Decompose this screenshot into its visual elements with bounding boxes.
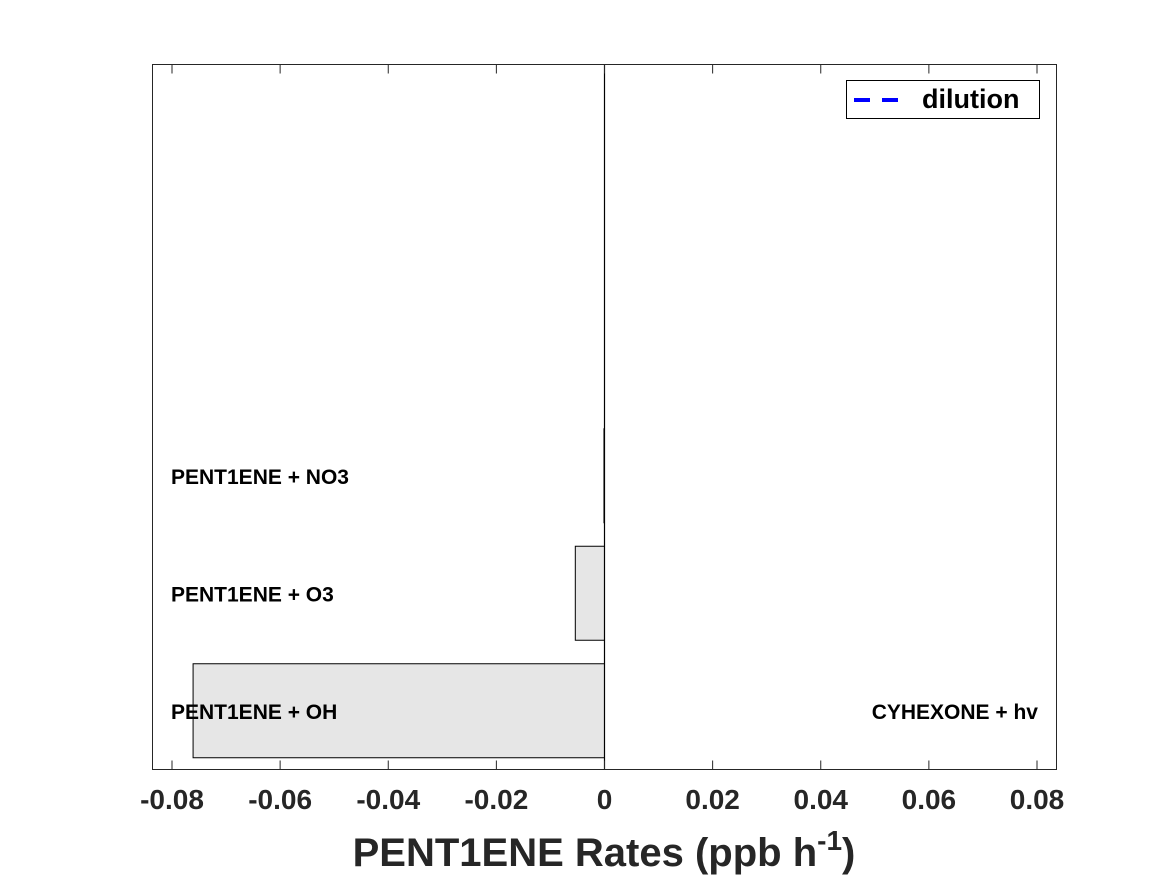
x-tick-label: 0.02	[685, 784, 740, 815]
x-ticks-group: -0.08 -0.06 -0.04 -0.02 0 0.02 0.04 0.06 0.08	[140, 64, 1065, 815]
x-tick-label: -0.06	[248, 784, 312, 815]
legend-box	[846, 80, 1040, 119]
legend-dilution-label: dilution	[922, 84, 1019, 114]
x-tick-label: 0	[597, 784, 613, 815]
bar-label-negative: PENT1ENE + OH	[171, 701, 337, 724]
x-tick-label: -0.04	[356, 784, 420, 815]
x-tick-label: 0.04	[794, 784, 849, 815]
bar-label-negative: PENT1ENE + NO3	[171, 466, 349, 489]
bar-negative-0	[192, 663, 605, 759]
x-tick-label: 0.06	[902, 784, 957, 815]
x-tick-label: -0.02	[464, 784, 528, 815]
x-axis-title-suffix: )	[842, 831, 855, 875]
bar-label-positive: CYHEXONE + hv	[872, 701, 1039, 724]
bars-group	[192, 428, 606, 759]
bar-labels-group: PENT1ENE + OH PENT1ENE + O3 PENT1ENE + NO3…	[171, 466, 1038, 724]
bar-negative-1	[574, 545, 606, 641]
x-axis-title-superscript: -1	[817, 825, 842, 856]
x-axis-title: PENT1ENE Rates (ppb h-1)	[353, 825, 856, 875]
legend: dilution	[846, 80, 1040, 119]
x-tick-label: -0.08	[140, 784, 204, 815]
x-tick-label: 0.08	[1010, 784, 1065, 815]
bar-label-negative: PENT1ENE + O3	[171, 583, 334, 606]
